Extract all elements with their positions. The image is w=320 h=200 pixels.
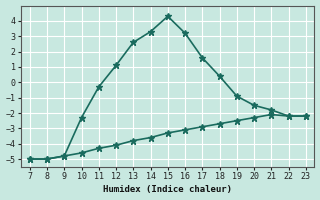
X-axis label: Humidex (Indice chaleur): Humidex (Indice chaleur) — [103, 185, 232, 194]
